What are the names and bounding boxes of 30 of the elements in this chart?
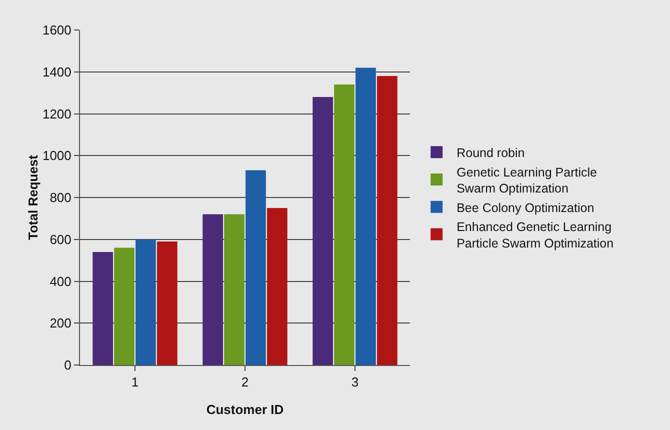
y-tick-label: 200 xyxy=(50,316,72,331)
y-tick-label: 0 xyxy=(64,358,72,373)
bar xyxy=(246,170,266,365)
x-tick-label: 1 xyxy=(131,374,139,390)
y-tick-label: 1400 xyxy=(42,64,72,80)
bar xyxy=(202,214,224,365)
bar xyxy=(114,248,134,365)
bar xyxy=(312,97,334,365)
x-tick-label: 3 xyxy=(351,374,359,390)
y-axis-title: Total Request xyxy=(25,154,40,240)
y-tick-label: 600 xyxy=(50,232,72,247)
bar xyxy=(376,76,398,365)
bar xyxy=(136,239,156,365)
y-tick-label: 800 xyxy=(50,190,72,206)
x-tick-label: 2 xyxy=(241,374,249,390)
bar xyxy=(266,208,288,365)
legend-label: Genetic Learning Particle Swarm Optimization xyxy=(456,165,598,196)
bar xyxy=(92,252,114,365)
y-tick-label: 1200 xyxy=(42,106,72,122)
legend-label: Enhanced Genetic Learning Particle Swarm Optimization xyxy=(456,220,614,250)
legend-label: Bee Colony Optimization xyxy=(456,200,594,215)
legend-label: Round robin xyxy=(456,146,525,160)
bar xyxy=(334,84,354,365)
y-tick-label: 1600 xyxy=(42,22,72,38)
y-tick-label: 1000 xyxy=(42,148,72,164)
y-tick-label: 400 xyxy=(50,274,72,289)
bar xyxy=(356,68,376,365)
bar xyxy=(224,214,244,365)
bar xyxy=(156,241,178,365)
x-axis-title: Customer ID xyxy=(206,402,284,417)
